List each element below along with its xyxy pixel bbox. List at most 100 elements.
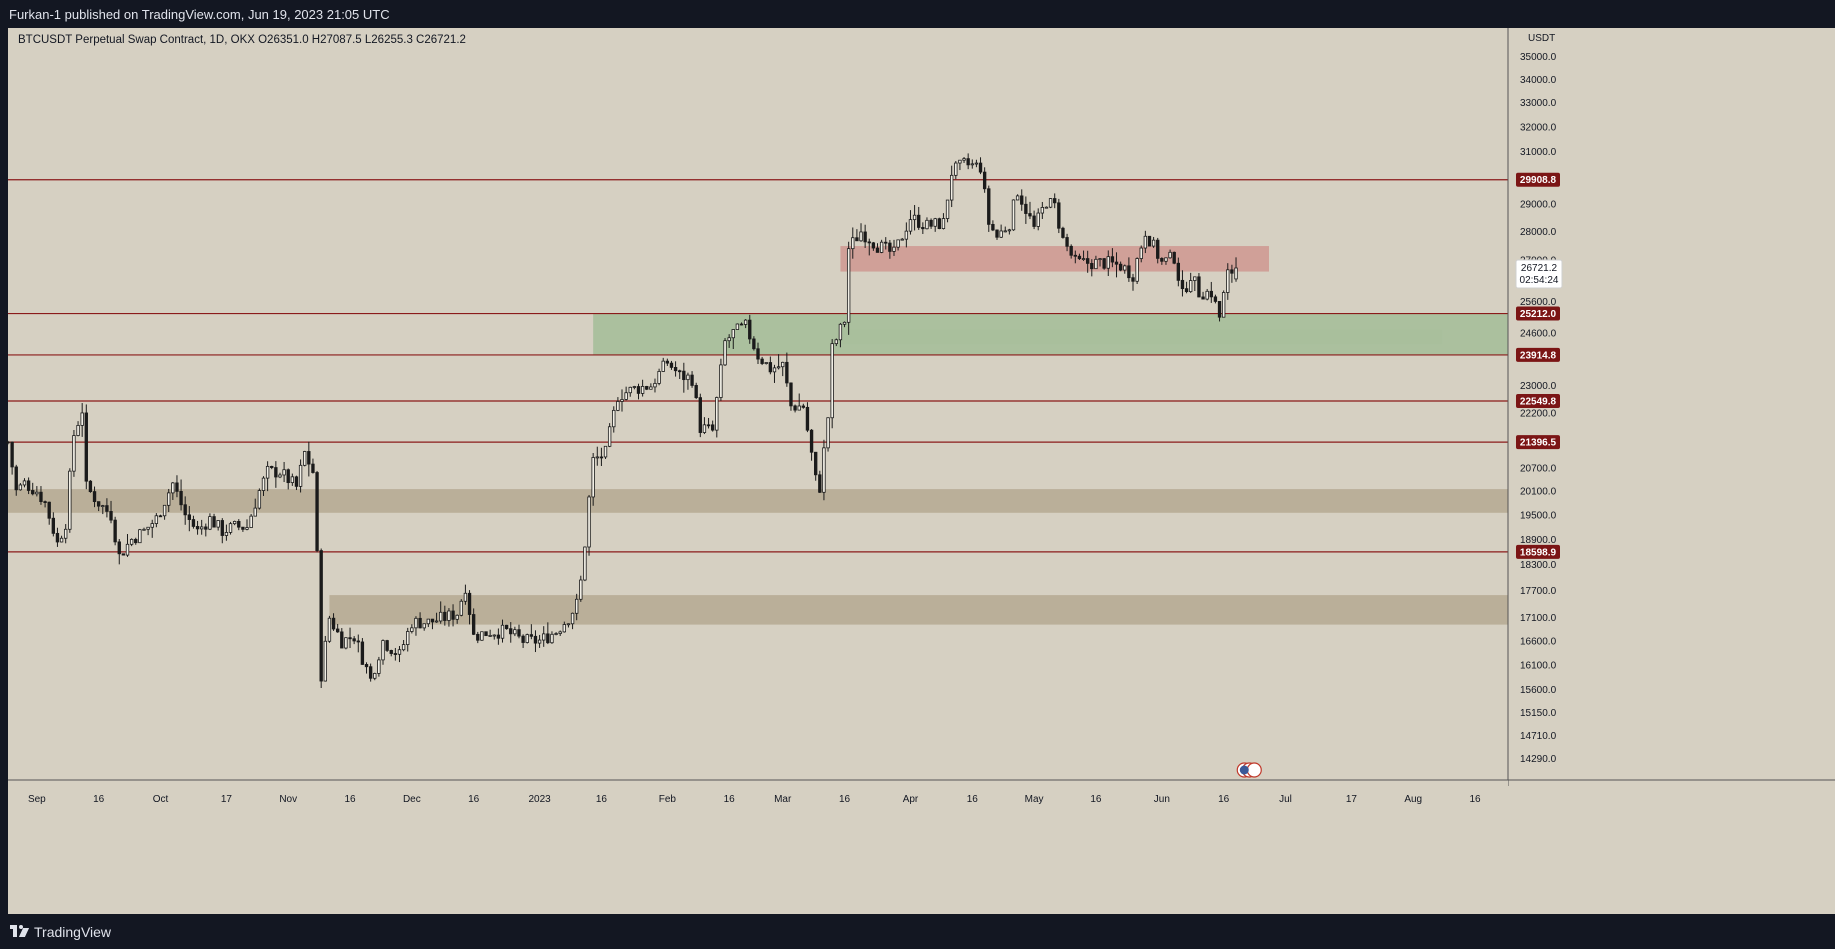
candle-body (562, 624, 566, 633)
zone-gray-4[interactable] (329, 595, 1508, 625)
candle-body (653, 382, 657, 388)
candle-body (1053, 198, 1057, 204)
candle-body (1028, 213, 1032, 217)
y-tick-label: 15600.0 (1520, 685, 1557, 696)
x-tick-label: 16 (1090, 794, 1102, 805)
candle-body (867, 241, 871, 244)
y-tick-label: 17100.0 (1520, 613, 1557, 624)
candle-body (970, 163, 974, 166)
candle-body (1180, 279, 1185, 290)
zone-red-2[interactable] (840, 246, 1269, 272)
tradingview-brand: TradingView (34, 923, 112, 940)
candle-body (1094, 258, 1098, 270)
candle-body (1176, 262, 1181, 281)
candle-body (991, 223, 995, 231)
candle-body (579, 579, 583, 600)
candle-body (237, 521, 241, 528)
candle-body (96, 501, 101, 507)
candle-body (1011, 199, 1016, 231)
tradingview-logo-icon (10, 924, 30, 939)
candle-body (245, 527, 249, 530)
candle-body (599, 456, 604, 459)
publisher-header: Furkan-1 published on TradingView.com, J… (0, 0, 1835, 28)
candle-body (748, 319, 752, 340)
y-tick-label: 20700.0 (1520, 464, 1557, 475)
candle-body (327, 617, 332, 642)
candle-body (146, 526, 150, 530)
candle-body (686, 374, 690, 381)
candle-body (360, 641, 365, 665)
candle-body (183, 504, 187, 516)
level-price-label: 21396.5 (1520, 438, 1557, 449)
candlestick-chart[interactable]: USDT 35000.0 34000.0 33000.0 32000.0 31000.0 2… (0, 0, 1835, 914)
candle-body (434, 620, 439, 623)
level-price-label: 22549.8 (1520, 396, 1557, 407)
candle-body (389, 650, 393, 654)
candle-body (863, 231, 867, 243)
candle-body (55, 532, 60, 543)
candle-body (607, 426, 612, 447)
candle-body (925, 219, 929, 230)
y-tick-label: 18900.0 (1520, 535, 1557, 546)
candle-body (162, 504, 167, 517)
candle-body (496, 634, 501, 639)
candle-body (1172, 251, 1176, 264)
candle-body (1007, 229, 1012, 232)
candle-body (381, 640, 385, 661)
candle-body (859, 231, 863, 242)
candle-body (1098, 258, 1102, 261)
candle-body (64, 528, 68, 539)
candle-body (929, 219, 933, 227)
candle-body (1114, 261, 1119, 265)
candle-body (698, 397, 702, 433)
candle-body (14, 466, 18, 491)
price-axis[interactable] (1508, 28, 1835, 786)
candle-body (348, 637, 352, 640)
time-axis[interactable] (8, 780, 1508, 914)
candle-body (286, 469, 290, 484)
candle-body (406, 631, 410, 645)
candle-body (109, 511, 113, 521)
candle-body (995, 229, 999, 238)
candle-body (1061, 227, 1065, 238)
candle-body (298, 464, 303, 487)
candle-body (665, 360, 670, 364)
candle-body (884, 241, 888, 244)
candle-body (533, 635, 538, 644)
candle-body (624, 392, 628, 400)
x-tick-label: Dec (403, 794, 421, 805)
candle-body (257, 490, 262, 509)
x-tick-label: 17 (1346, 794, 1358, 805)
x-tick-label: Jun (1154, 794, 1170, 805)
candle-body (311, 463, 315, 473)
candle-body (278, 474, 282, 478)
candle-body (719, 364, 723, 398)
candle-body (134, 538, 138, 544)
candle-body (368, 666, 373, 679)
candle-body (356, 640, 360, 643)
level-price-badge (1516, 544, 1560, 559)
candle-body (451, 610, 455, 620)
level-price-label: 29908.8 (1520, 175, 1557, 186)
x-tick-label: Feb (659, 794, 677, 805)
candle-body (1201, 296, 1205, 300)
candle-body (18, 484, 23, 491)
candle-body (727, 337, 731, 342)
candle-body (702, 424, 707, 433)
candle-body (6, 441, 10, 444)
candle-body (900, 238, 904, 241)
y-tick-label: 17700.0 (1520, 586, 1557, 597)
y-tick-label: 32000.0 (1520, 122, 1557, 133)
candle-body (31, 490, 35, 495)
candle-body (385, 640, 389, 651)
zone-gray-3[interactable] (8, 489, 1508, 513)
candle-body (1209, 290, 1213, 298)
event-marker-2[interactable] (1246, 762, 1262, 778)
candle-body (550, 633, 554, 644)
zone-green-1[interactable] (840, 329, 1443, 345)
candle-body (241, 526, 245, 530)
candle-body (1036, 212, 1040, 227)
candle-body (43, 501, 47, 503)
candle-body (826, 417, 830, 449)
tradingview-logo[interactable]: TradingView (10, 924, 111, 940)
